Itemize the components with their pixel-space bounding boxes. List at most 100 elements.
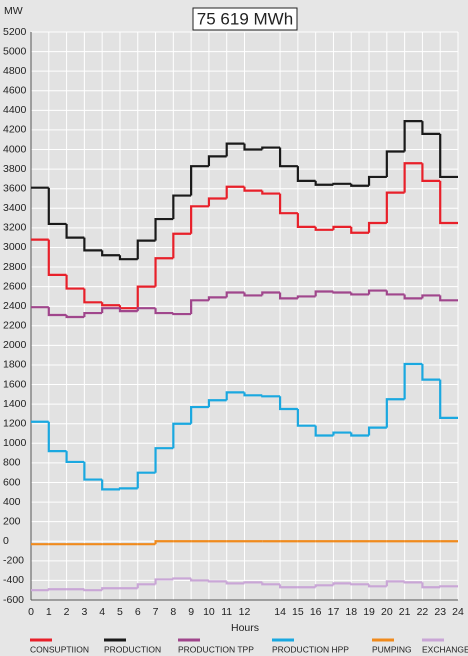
y-tick-label: 3000 (3, 241, 27, 253)
step-segment (350, 226, 370, 234)
step-segment (136, 285, 156, 309)
y-axis-label: MW (4, 5, 23, 17)
y-tick-label: 3600 (3, 182, 27, 194)
step-segment (154, 540, 174, 545)
step-segment (225, 142, 245, 157)
step-segment (83, 461, 103, 481)
step-segment (154, 257, 174, 287)
x-tick-label: 1 (46, 606, 52, 618)
step-segment (385, 191, 405, 223)
step-segment (190, 578, 209, 582)
legend-label: PRODUCTION HPP (272, 644, 349, 654)
step-segment (243, 292, 263, 297)
y-tick-label: -200 (3, 555, 24, 567)
x-tick-label: 8 (170, 606, 176, 618)
step-segment (172, 232, 192, 259)
step-segment (421, 294, 441, 299)
y-tick-label: 4600 (3, 85, 27, 97)
step-segment (314, 180, 334, 186)
step-segment (385, 150, 405, 177)
step-segment (172, 312, 192, 316)
step-segment (207, 580, 227, 583)
step-segment (367, 175, 387, 186)
step-segment (350, 583, 370, 586)
step-segment (278, 292, 298, 300)
y-tick-label: 5200 (3, 26, 27, 38)
step-segment (101, 307, 120, 314)
x-tick-label: 10 (203, 606, 215, 618)
step-segment (296, 295, 316, 299)
legend-label: PUMPING (372, 644, 412, 654)
step-segment (403, 162, 423, 193)
y-tick-label: 4400 (3, 104, 27, 116)
step-segment (47, 239, 67, 276)
x-axis-label: Hours (231, 622, 259, 634)
step-segment (101, 479, 120, 491)
y-tick-label: 1200 (3, 418, 27, 430)
step-segment (332, 431, 352, 436)
step-segment (83, 288, 103, 304)
step-segment (243, 581, 263, 584)
step-segment (243, 186, 263, 192)
y-tick-label: 4200 (3, 124, 27, 136)
y-tick-label: 3400 (3, 202, 27, 214)
step-segment (385, 290, 405, 296)
step-segment (207, 296, 227, 301)
x-tick-label: 0 (28, 606, 34, 618)
x-tick-label: 20 (381, 606, 393, 618)
step-segment (314, 290, 334, 297)
x-tick-label: 2 (64, 606, 70, 618)
step-segment (332, 291, 352, 294)
step-segment (83, 237, 103, 252)
x-tick-label: 24 (452, 606, 464, 618)
step-segment (403, 294, 423, 300)
step-segment (261, 395, 281, 398)
step-segment (367, 289, 387, 295)
step-segment (261, 582, 281, 586)
y-tick-label: 3800 (3, 163, 27, 175)
y-tick-label: 1600 (3, 378, 27, 390)
step-segment (439, 295, 458, 302)
x-tick-label: 6 (135, 606, 141, 618)
y-tick-label: -400 (3, 574, 24, 586)
step-segment (314, 226, 334, 231)
step-segment (101, 587, 120, 591)
step-segment (47, 421, 67, 453)
x-tick-label: 22 (417, 606, 429, 618)
step-segment (296, 213, 316, 228)
x-tick-label: 18 (345, 606, 357, 618)
y-tick-label: -600 (3, 594, 24, 606)
step-segment (296, 166, 316, 182)
x-tick-label: 9 (188, 606, 194, 618)
y-tick-label: 2800 (3, 261, 27, 273)
y-tick-label: 0 (3, 535, 9, 547)
step-segment (154, 217, 174, 241)
step-segment (421, 363, 441, 381)
step-segment (83, 589, 103, 592)
step-segment (367, 221, 387, 233)
x-tick-label: 3 (81, 606, 87, 618)
step-segment (385, 580, 405, 587)
step-segment (65, 274, 85, 290)
y-tick-label: 800 (3, 457, 21, 469)
y-tick-label: 1400 (3, 398, 27, 410)
step-segment (118, 255, 138, 261)
x-tick-label: 7 (153, 606, 159, 618)
step-segment (421, 163, 441, 182)
step-segment (403, 362, 423, 400)
step-segment (47, 307, 67, 317)
y-tick-label: 2600 (3, 280, 27, 292)
title-box (192, 7, 298, 31)
chart-title: 75 619 MWh (197, 9, 293, 28)
step-segment (207, 155, 227, 167)
step-segment (278, 584, 298, 589)
x-tick-label: 17 (328, 606, 340, 618)
step-segment (207, 197, 227, 207)
step-segment (225, 185, 245, 199)
step-segment (439, 180, 458, 225)
step-segment (332, 225, 352, 230)
step-segment (278, 396, 298, 411)
step-segment (439, 379, 458, 419)
y-tick-label: 5000 (3, 45, 27, 57)
step-segment (47, 588, 67, 591)
